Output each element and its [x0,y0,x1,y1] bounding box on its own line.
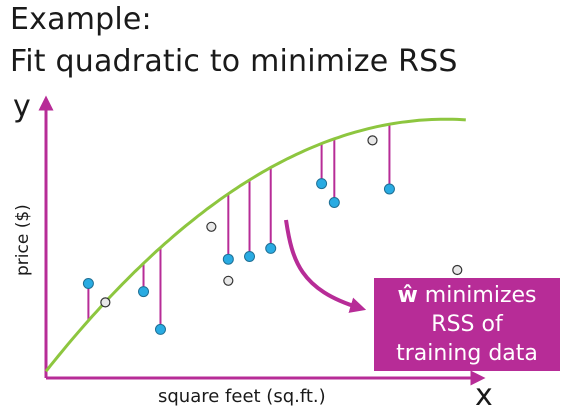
test-point-2 [206,221,217,232]
w-hat-symbol: ŵ [397,283,418,308]
y-axis-letter: y [13,89,31,124]
test-point-4 [367,135,378,146]
y-axis-caption: price ($) [13,204,33,276]
test-point-5 [452,264,463,276]
training-point-7 [316,178,328,190]
training-point-2 [138,286,150,298]
training-point-1 [82,278,94,289]
title-line-2: Fit quadratic to minimize RSS [10,44,458,79]
callout-line-2: RSS of [431,312,503,337]
test-point-3 [223,275,234,286]
callout-line-1: ŵ minimizes [374,281,560,310]
training-point-4 [222,253,234,265]
test-point-1 [100,297,111,308]
training-point-9 [383,183,395,195]
quadratic-fit-curve [44,117,466,373]
callout-line-3: training data [396,341,538,366]
x-axis-letter: x [475,378,493,413]
training-point-8 [328,197,340,208]
callout-line-1-text: minimizes [417,283,537,308]
training-point-3 [154,323,166,335]
title-line-1: Example: [10,2,152,37]
x-axis-caption: square feet (sq.ft.) [158,386,326,407]
callout-box: ŵ minimizes RSS of training data [374,278,560,371]
training-point-6 [265,242,277,254]
callout-arrow [284,219,367,313]
data-points [82,135,463,335]
training-point-5 [244,251,256,262]
residual-lines [87,124,391,330]
